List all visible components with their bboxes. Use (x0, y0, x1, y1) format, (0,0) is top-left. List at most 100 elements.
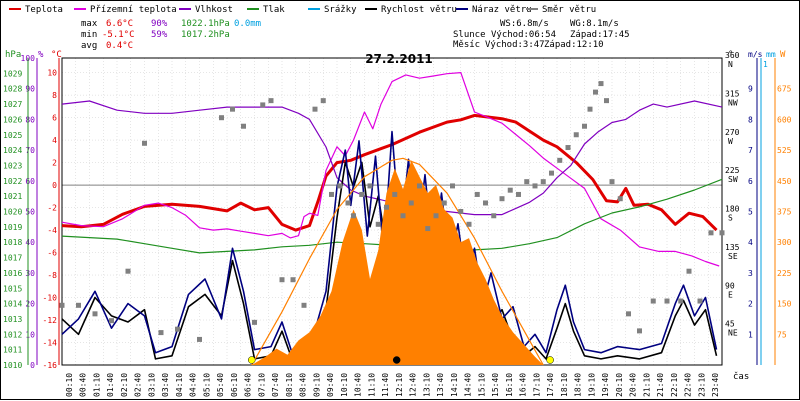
tick-time: 16:10 (505, 373, 514, 397)
tick-mm-top: 1 (763, 60, 768, 69)
tick-time: 23:40 (711, 373, 720, 397)
tick-time: 21:40 (656, 373, 665, 397)
direction-marker (329, 191, 334, 197)
tick-radiation: 375 (777, 208, 792, 217)
tick-wind: 6 (748, 177, 753, 186)
tick-direction-deg: 225 (725, 166, 740, 175)
direction-marker (697, 298, 703, 304)
stat-min-pressure: 1017.2hPa (181, 30, 230, 40)
tick-time: 17:40 (546, 373, 555, 397)
unit-w: W (780, 50, 786, 60)
tick-direction-name: SE (728, 252, 738, 261)
tick-time: 11:10 (367, 373, 376, 397)
stat-max-label: max (81, 19, 98, 29)
legend-label-teplota: Teplota (25, 5, 63, 15)
tick-pressure: 1027 (3, 100, 22, 109)
tick-direction-deg: 180 (725, 205, 740, 214)
unit-mm: mm (766, 50, 776, 59)
direction-marker (540, 179, 546, 185)
stat-avg-temp: 0.4°C (106, 41, 133, 51)
direction-marker (142, 140, 147, 146)
unit-percent: % (38, 50, 44, 60)
direction-marker (425, 226, 431, 232)
stat-max-pressure: 1022.1hPa (181, 19, 230, 29)
direction-marker (491, 213, 497, 219)
tick-pressure: 1024 (3, 146, 22, 155)
tick-direction-name: SW (728, 175, 738, 184)
tick-time: 10:40 (354, 373, 363, 397)
direction-marker (219, 115, 224, 121)
tick-pressure: 1016 (3, 269, 22, 278)
direction-marker (301, 302, 307, 308)
tick-direction-deg: 270 (725, 128, 740, 137)
direction-marker (76, 302, 81, 308)
tick-time: 06:40 (244, 373, 253, 397)
tick-temp: -10 (43, 294, 58, 303)
moon-set: Západ:12:10 (544, 40, 604, 50)
tick-radiation: 450 (777, 177, 792, 186)
direction-marker (483, 200, 488, 206)
direction-marker (400, 213, 406, 219)
tick-humidity: 50 (25, 208, 35, 217)
tick-direction-deg: 45 (725, 320, 735, 329)
tick-time: 20:10 (615, 373, 624, 397)
tick-pressure: 1018 (3, 238, 22, 247)
tick-time: 19:40 (601, 373, 610, 397)
tick-temp: -16 (43, 361, 58, 370)
tick-direction-name: N (728, 60, 733, 69)
sun-set: Západ:17:45 (570, 30, 630, 40)
tick-time: 21:10 (642, 373, 651, 397)
tick-temp: 0 (52, 181, 57, 190)
direction-marker (557, 157, 563, 163)
tick-pressure: 1028 (3, 85, 22, 94)
series-radiation-max (251, 157, 544, 366)
moon-label: Měsíc (453, 40, 480, 50)
tick-time: 00:10 (65, 373, 74, 397)
tick-temp: -14 (43, 339, 58, 348)
tick-time: 13:40 (436, 373, 445, 397)
direction-marker (686, 268, 692, 274)
tick-temp: 2 (52, 159, 57, 168)
legend-label-smer: Směr větru (542, 5, 596, 15)
direction-marker (507, 187, 513, 193)
tick-humidity: 90 (25, 85, 35, 94)
tick-pressure: 1019 (3, 223, 22, 232)
direction-marker (524, 179, 530, 185)
unit-degc: °C (51, 50, 62, 60)
tick-time: 02:10 (120, 373, 129, 397)
tick-time: 14:40 (464, 373, 473, 397)
direction-marker (320, 98, 326, 104)
direction-marker (367, 183, 373, 189)
tick-wind: 2 (748, 300, 753, 309)
direction-marker (458, 209, 464, 214)
tick-humidity: 70 (25, 146, 35, 155)
direction-marker (252, 319, 257, 325)
direction-marker (549, 170, 554, 176)
stat-min-temp: -5.1°C (102, 30, 135, 40)
tick-humidity: 10 (25, 330, 35, 339)
tick-time: 09:10 (312, 373, 321, 397)
tick-direction-name: NW (728, 98, 738, 107)
tick-time: 05:40 (216, 373, 225, 397)
stat-precip: 0.0mm (234, 19, 261, 29)
tick-temp: -8 (47, 271, 57, 280)
direction-marker (375, 221, 381, 227)
sunrise-marker (248, 356, 256, 364)
tick-time: 15:10 (477, 373, 486, 397)
direction-marker (587, 106, 593, 112)
tick-time: 11:40 (381, 373, 390, 397)
time-axis-label: čas (733, 371, 749, 382)
tick-time: 04:40 (189, 373, 198, 397)
tick-wind: 1 (748, 330, 753, 339)
direction-marker (337, 183, 343, 189)
tick-temp: -4 (47, 226, 57, 235)
tick-radiation: 75 (777, 330, 787, 339)
tick-humidity: 0 (30, 361, 35, 370)
direction-marker (565, 145, 571, 151)
legend-label-naraz: Náraz větru (472, 5, 532, 15)
tick-pressure: 1029 (3, 69, 22, 78)
tick-pressure: 1025 (3, 131, 22, 140)
tick-time: 12:40 (409, 373, 418, 397)
tick-pressure: 1013 (3, 315, 22, 324)
